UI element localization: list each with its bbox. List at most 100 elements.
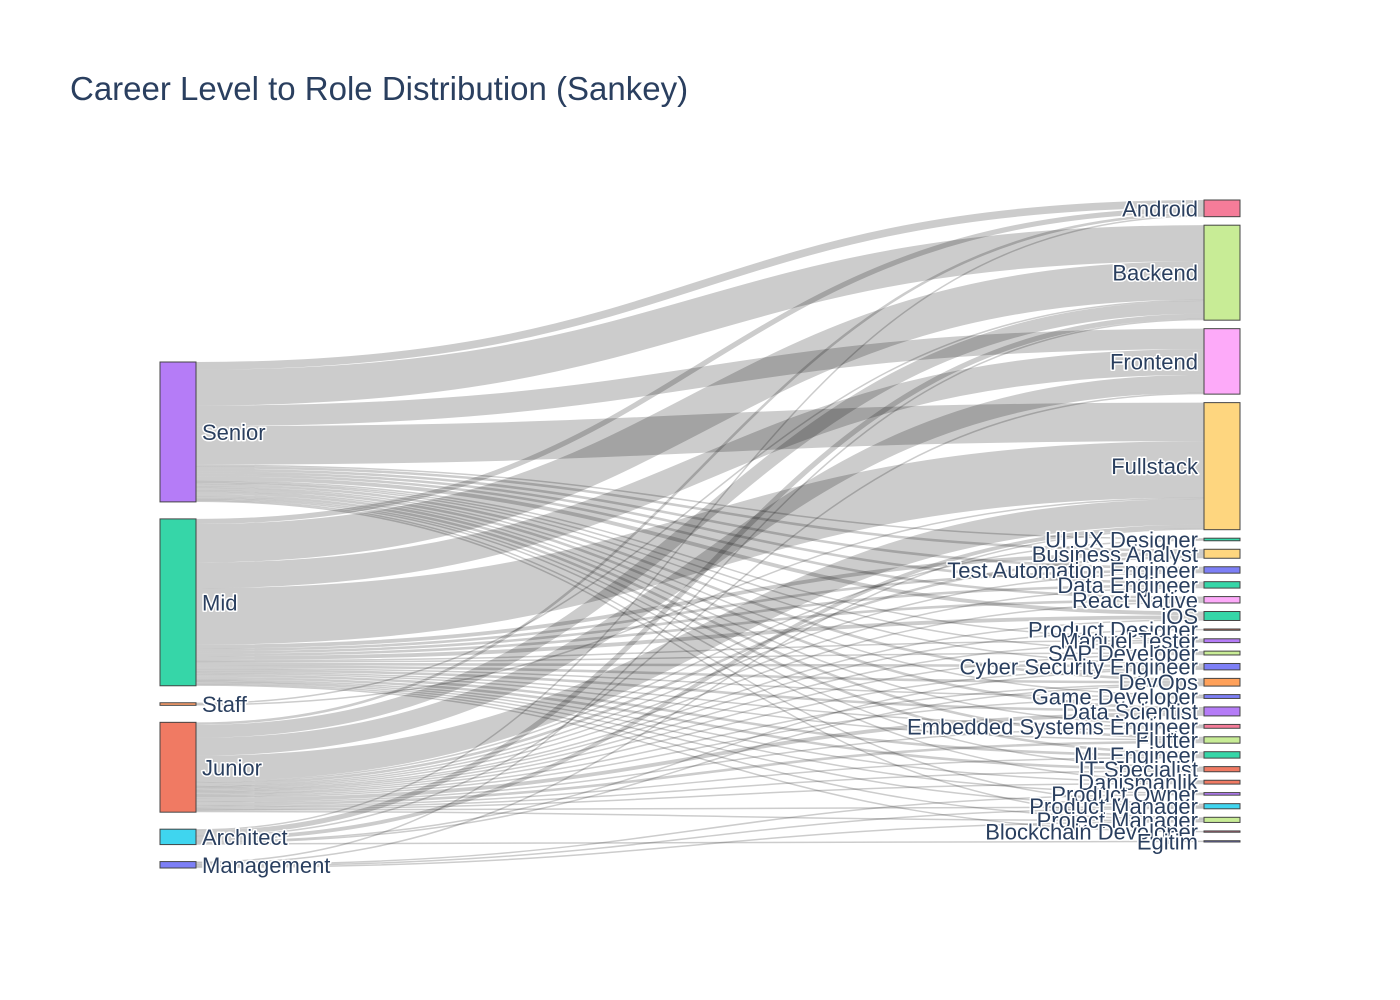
- link-junior-to-ui-ux-designer: [195, 539, 1205, 783]
- node-label-junior: Junior: [202, 755, 262, 780]
- link-senior-to-project-manager: [195, 500, 1205, 819]
- link-junior-to-android: [195, 212, 1205, 725]
- node-senior[interactable]: [159, 361, 197, 503]
- node-data-scientist[interactable]: [1203, 706, 1241, 717]
- link-senior-to-manuel-tester: [195, 479, 1205, 641]
- link-junior-to-test-automation-engineer: [195, 571, 1205, 787]
- node-label-project-manager: Project Manager: [1037, 808, 1198, 833]
- node-label-egitim: Egitim: [1137, 829, 1198, 854]
- node-backend[interactable]: [1203, 224, 1241, 321]
- link-architect-to-devops: [195, 684, 1205, 844]
- link-senior-to-embedded-systems-engineer: [195, 490, 1205, 726]
- link-staff-to-backend: [195, 299, 1205, 705]
- node-project-manager[interactable]: [1203, 816, 1241, 823]
- link-architect-to-egitim: [195, 840, 1205, 845]
- link-mid-to-embedded-systems-engineer: [195, 671, 1205, 728]
- node-data-engineer[interactable]: [1203, 581, 1241, 589]
- node-manuel-tester[interactable]: [1203, 638, 1241, 644]
- node-management[interactable]: [159, 861, 197, 869]
- node-label-flutter: Flutter: [1136, 728, 1198, 753]
- link-junior-to-ios: [195, 619, 1205, 791]
- node-cyber-security-engineer[interactable]: [1203, 662, 1241, 671]
- node-product-manager[interactable]: [1203, 803, 1241, 810]
- node-danismanlik[interactable]: [1203, 779, 1241, 785]
- node-label-devops: DevOps: [1119, 670, 1198, 695]
- link-senior-to-frontend: [195, 328, 1205, 427]
- node-label-product-manager: Product Manager: [1029, 794, 1198, 819]
- link-mid-to-project-manager: [195, 683, 1205, 820]
- node-react-native[interactable]: [1203, 596, 1241, 604]
- link-senior-to-test-automation-engineer: [195, 468, 1205, 570]
- link-mid-to-product-manager: [195, 681, 1205, 807]
- node-label-game-developer: Game Developer: [1032, 685, 1198, 710]
- link-junior-to-sap-developer: [195, 653, 1205, 795]
- link-senior-to-sap-developer: [195, 481, 1205, 653]
- node-devops[interactable]: [1203, 677, 1241, 687]
- node-label-embedded-systems-engineer: Embedded Systems Engineer: [907, 714, 1198, 739]
- node-label-data-engineer: Data Engineer: [1057, 573, 1198, 598]
- link-mid-to-business-analyst: [195, 551, 1205, 649]
- node-sap-developer[interactable]: [1203, 650, 1241, 656]
- link-senior-to-data-scientist: [195, 487, 1205, 710]
- link-senior-to-react-native: [195, 473, 1205, 600]
- link-management-to-fullstack: [195, 528, 1205, 865]
- link-senior-to-devops: [195, 483, 1205, 681]
- link-mid-to-test-automation-engineer: [195, 569, 1205, 652]
- node-staff[interactable]: [159, 702, 197, 706]
- node-label-staff: Staff: [202, 692, 248, 717]
- link-junior-to-react-native: [195, 601, 1205, 790]
- node-fullstack[interactable]: [1203, 402, 1241, 531]
- node-embedded-systems-engineer[interactable]: [1203, 723, 1241, 729]
- node-label-data-scientist: Data Scientist: [1062, 699, 1198, 724]
- node-label-manuel-tester: Manuel Tester: [1060, 629, 1198, 654]
- link-senior-to-fullstack: [195, 402, 1205, 465]
- link-junior-to-product-manager: [195, 806, 1205, 812]
- node-game-developer[interactable]: [1203, 694, 1241, 699]
- node-business-analyst[interactable]: [1203, 548, 1241, 559]
- node-test-automation-engineer[interactable]: [1203, 566, 1241, 574]
- link-mid-to-danismanlik: [195, 679, 1205, 783]
- node-architect[interactable]: [159, 828, 197, 846]
- node-blockchain-developer[interactable]: [1203, 830, 1241, 833]
- link-junior-to-embedded-systems-engineer: [195, 726, 1205, 804]
- link-mid-to-backend: [195, 261, 1205, 563]
- link-junior-to-manuel-tester: [195, 641, 1205, 794]
- link-mid-to-cyber-security-engineer: [195, 662, 1205, 668]
- node-label-architect: Architect: [202, 825, 288, 850]
- chart-title: Career Level to Role Distribution (Sanke…: [70, 70, 688, 107]
- link-senior-to-android: [195, 200, 1205, 370]
- link-junior-to-it-specialist: [195, 770, 1205, 809]
- link-junior-to-backend: [195, 300, 1205, 738]
- node-label-danismanlik: Danismanlik: [1078, 770, 1199, 795]
- link-senior-to-it-specialist: [195, 496, 1205, 769]
- link-senior-to-ui-ux-designer: [195, 464, 1205, 540]
- node-flutter[interactable]: [1203, 736, 1241, 744]
- node-product-designer[interactable]: [1203, 628, 1241, 631]
- node-mid[interactable]: [159, 518, 197, 687]
- link-mid-to-devops: [195, 665, 1205, 684]
- link-architect-to-frontend: [195, 392, 1205, 837]
- link-junior-to-data-scientist: [195, 712, 1205, 802]
- link-junior-to-cyber-security-engineer: [195, 667, 1205, 796]
- link-mid-to-ios: [195, 615, 1205, 661]
- node-product-owner[interactable]: [1203, 792, 1241, 796]
- node-it-specialist[interactable]: [1203, 766, 1241, 773]
- node-ml-engineer[interactable]: [1203, 751, 1241, 759]
- link-junior-to-product-designer: [195, 628, 1205, 792]
- link-senior-to-product-manager: [195, 499, 1205, 806]
- link-senior-to-backend: [195, 225, 1205, 406]
- link-architect-to-fullstack: [195, 524, 1205, 841]
- link-staff-to-fullstack: [195, 497, 1205, 706]
- node-ui-ux-designer[interactable]: [1203, 537, 1241, 542]
- node-egitim[interactable]: [1203, 840, 1241, 843]
- node-frontend[interactable]: [1203, 328, 1241, 395]
- link-junior-to-flutter: [195, 740, 1205, 806]
- node-ios[interactable]: [1203, 611, 1241, 621]
- link-mid-to-game-developer: [195, 667, 1205, 698]
- node-junior[interactable]: [159, 721, 197, 813]
- link-mid-to-data-engineer: [195, 584, 1205, 654]
- node-label-ui-ux-designer: UI UX Designer: [1045, 527, 1198, 552]
- link-junior-to-project-manager: [195, 810, 1205, 822]
- node-android[interactable]: [1203, 199, 1241, 218]
